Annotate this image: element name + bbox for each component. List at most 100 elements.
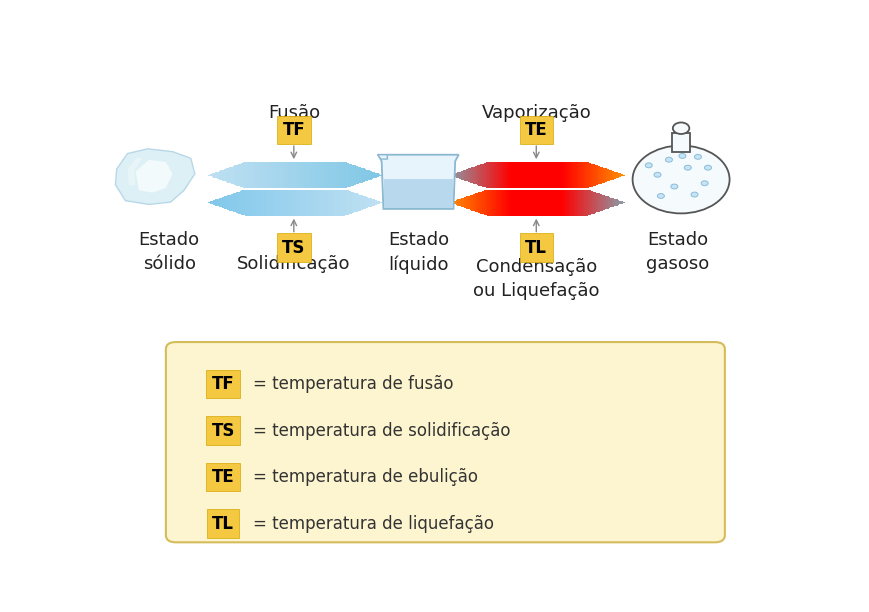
Bar: [229, 167, 231, 183]
Bar: [454, 173, 456, 177]
Bar: [266, 190, 269, 215]
Bar: [242, 163, 243, 187]
Bar: [571, 162, 574, 188]
Bar: [614, 199, 616, 206]
Bar: [306, 162, 308, 188]
Bar: [582, 190, 584, 215]
Bar: [255, 190, 258, 215]
Bar: [252, 162, 255, 188]
Bar: [297, 162, 300, 188]
Bar: [222, 197, 224, 208]
Bar: [224, 169, 226, 181]
Bar: [482, 191, 484, 214]
Bar: [524, 190, 527, 215]
Circle shape: [633, 146, 730, 214]
Bar: [566, 190, 568, 215]
Bar: [238, 192, 240, 214]
Circle shape: [691, 192, 698, 197]
Bar: [562, 162, 565, 188]
Bar: [573, 190, 575, 215]
Bar: [218, 171, 221, 179]
Bar: [472, 167, 474, 183]
Bar: [526, 162, 528, 188]
Bar: [295, 190, 298, 215]
Bar: [355, 193, 357, 212]
Bar: [335, 162, 338, 188]
Bar: [457, 172, 460, 178]
Bar: [522, 162, 525, 188]
Bar: [508, 162, 511, 188]
Bar: [245, 162, 247, 188]
Bar: [605, 196, 607, 209]
Bar: [242, 190, 243, 215]
Text: TF: TF: [282, 121, 305, 139]
Bar: [320, 162, 322, 188]
Bar: [375, 173, 377, 177]
Bar: [517, 190, 520, 215]
Circle shape: [646, 163, 653, 168]
Bar: [280, 162, 282, 188]
Bar: [608, 197, 611, 208]
Bar: [259, 162, 262, 188]
Bar: [519, 162, 521, 188]
Bar: [364, 169, 367, 181]
Bar: [266, 162, 269, 188]
Bar: [376, 201, 379, 204]
Bar: [249, 162, 251, 188]
Bar: [554, 162, 556, 188]
Bar: [536, 190, 539, 215]
Bar: [584, 162, 586, 188]
Bar: [294, 162, 296, 188]
Bar: [479, 192, 481, 213]
Bar: [369, 198, 372, 207]
Bar: [350, 192, 352, 214]
Bar: [541, 190, 544, 215]
Bar: [268, 162, 270, 188]
Text: Condensação
ou Liquefação: Condensação ou Liquefação: [473, 258, 600, 300]
Bar: [378, 174, 381, 176]
Bar: [612, 171, 614, 179]
Bar: [311, 162, 314, 188]
Text: TE: TE: [525, 121, 547, 139]
Bar: [345, 190, 347, 215]
Text: TL: TL: [525, 239, 547, 257]
Bar: [337, 162, 340, 188]
Bar: [600, 194, 601, 211]
Bar: [607, 169, 609, 181]
Bar: [589, 163, 591, 187]
Bar: [614, 171, 616, 179]
Bar: [243, 162, 245, 188]
Bar: [330, 162, 333, 188]
Bar: [343, 190, 345, 215]
Bar: [589, 190, 591, 215]
Bar: [226, 196, 228, 209]
Bar: [576, 162, 579, 188]
Bar: [289, 162, 291, 188]
Bar: [269, 190, 272, 215]
Bar: [250, 190, 253, 215]
Bar: [371, 171, 374, 179]
Text: Vaporização: Vaporização: [481, 105, 591, 122]
Bar: [465, 170, 467, 181]
Bar: [243, 190, 245, 215]
Bar: [454, 201, 456, 204]
Bar: [584, 190, 586, 215]
Bar: [543, 162, 546, 188]
Bar: [357, 166, 359, 184]
Bar: [283, 162, 286, 188]
Bar: [222, 170, 224, 181]
Bar: [362, 168, 365, 182]
Bar: [347, 163, 348, 187]
Bar: [240, 191, 242, 214]
Bar: [545, 162, 547, 188]
Bar: [514, 162, 516, 188]
Bar: [220, 170, 222, 180]
Bar: [236, 165, 238, 185]
Bar: [373, 200, 375, 206]
Bar: [510, 190, 513, 215]
Bar: [541, 162, 544, 188]
Bar: [282, 190, 284, 215]
Bar: [494, 162, 497, 188]
Bar: [327, 190, 329, 215]
Bar: [498, 190, 501, 215]
